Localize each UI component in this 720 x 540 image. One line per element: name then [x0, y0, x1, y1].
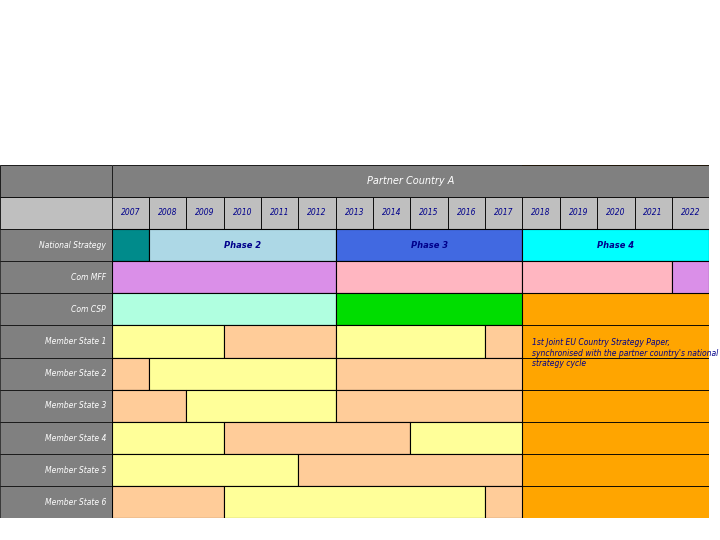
Bar — [523, 229, 709, 261]
Bar — [336, 293, 523, 326]
Bar — [410, 197, 448, 229]
Text: Member State 3: Member State 3 — [45, 401, 106, 410]
Bar — [0, 486, 112, 518]
Text: 2010: 2010 — [233, 208, 252, 218]
Bar — [112, 454, 709, 486]
Bar — [336, 326, 485, 357]
Bar — [410, 422, 523, 454]
Bar — [224, 197, 261, 229]
Text: Com MFF: Com MFF — [71, 273, 106, 282]
Bar — [224, 486, 485, 518]
Text: Member State 6: Member State 6 — [45, 498, 106, 507]
Text: Phase 3: Phase 3 — [410, 241, 448, 249]
Text: Partner Country A: Partner Country A — [366, 176, 454, 186]
Text: 2022: 2022 — [681, 208, 701, 218]
Text: Member State 4: Member State 4 — [45, 434, 106, 442]
Bar — [149, 229, 336, 261]
Bar — [112, 454, 298, 486]
Bar — [336, 261, 523, 293]
Text: Member State 2: Member State 2 — [45, 369, 106, 378]
Bar — [298, 197, 336, 229]
Text: 2011: 2011 — [270, 208, 289, 218]
Bar — [112, 197, 149, 229]
Bar — [112, 229, 709, 261]
Text: National Strategy: National Strategy — [39, 241, 106, 249]
Bar — [112, 293, 709, 326]
Bar — [672, 261, 709, 293]
Bar — [112, 293, 336, 326]
Bar — [597, 197, 634, 229]
Bar — [560, 197, 597, 229]
Bar — [0, 197, 112, 229]
Text: 2007: 2007 — [120, 208, 140, 218]
Bar — [0, 454, 112, 486]
Bar — [336, 357, 523, 390]
Bar — [112, 165, 709, 197]
Text: 2019: 2019 — [569, 208, 588, 218]
Text: 2018: 2018 — [531, 208, 551, 218]
Bar — [634, 197, 672, 229]
Text: 2009: 2009 — [195, 208, 215, 218]
Text: Com CSP: Com CSP — [71, 305, 106, 314]
Bar — [149, 197, 186, 229]
Text: Phase 4: Phase 4 — [598, 241, 634, 249]
Bar — [336, 229, 523, 261]
Bar — [0, 165, 112, 197]
Bar — [485, 326, 523, 357]
Bar — [0, 293, 112, 326]
Bar — [112, 261, 709, 293]
Text: Modelling of progressive synchronisation of EU Joint Programming with partner co: Modelling of progressive synchronisation… — [87, 119, 633, 129]
Bar — [0, 261, 112, 293]
Bar — [0, 326, 112, 357]
Text: 2012: 2012 — [307, 208, 327, 218]
Text: 1st Joint EU Country Strategy Paper,
synchronised with the partner country's nat: 1st Joint EU Country Strategy Paper, syn… — [532, 339, 718, 368]
Bar — [112, 261, 336, 293]
Bar — [112, 486, 224, 518]
Text: Member State 1: Member State 1 — [45, 337, 106, 346]
Bar — [149, 357, 336, 390]
Bar — [186, 390, 336, 422]
Text: 2016: 2016 — [456, 208, 476, 218]
Bar — [336, 390, 523, 422]
Bar — [523, 165, 709, 518]
Bar — [485, 197, 523, 229]
Text: 2020: 2020 — [606, 208, 626, 218]
Bar — [224, 326, 336, 357]
Text: 2017: 2017 — [494, 208, 513, 218]
Bar — [112, 486, 709, 518]
Bar — [112, 229, 149, 261]
Bar — [112, 326, 709, 357]
Bar — [112, 422, 224, 454]
Bar — [672, 197, 709, 229]
Bar — [485, 486, 523, 518]
Bar — [0, 229, 112, 261]
Bar — [224, 422, 410, 454]
Bar — [523, 261, 672, 293]
Bar — [112, 357, 709, 390]
Bar — [523, 197, 560, 229]
Text: 2015: 2015 — [419, 208, 438, 218]
Bar — [112, 390, 186, 422]
Bar — [112, 390, 709, 422]
Bar — [0, 390, 112, 422]
Text: Member State 5: Member State 5 — [45, 465, 106, 475]
Bar — [0, 422, 112, 454]
Bar — [298, 454, 523, 486]
Text: 2008: 2008 — [158, 208, 177, 218]
Bar — [373, 197, 410, 229]
Text: 2013: 2013 — [345, 208, 364, 218]
Bar — [336, 197, 373, 229]
Text: 2014: 2014 — [382, 208, 402, 218]
Bar — [112, 357, 149, 390]
Bar — [261, 197, 298, 229]
Bar — [112, 326, 224, 357]
Text: 2021: 2021 — [644, 208, 663, 218]
Bar — [448, 197, 485, 229]
Bar — [112, 422, 709, 454]
Text: Phase 2: Phase 2 — [224, 241, 261, 249]
Bar — [186, 197, 224, 229]
Bar — [0, 357, 112, 390]
